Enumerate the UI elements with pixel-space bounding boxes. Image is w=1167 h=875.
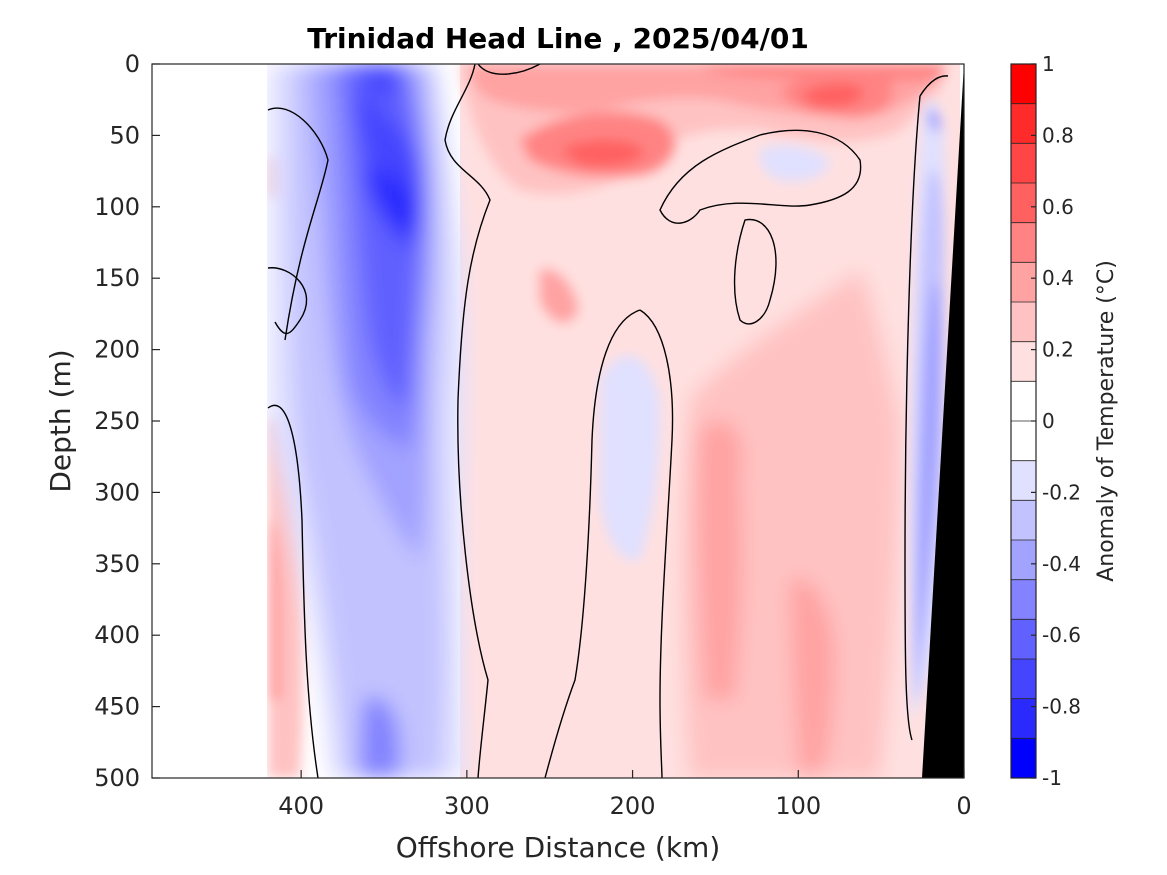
x-tick-label: 100: [775, 792, 821, 820]
colorbar-swatch: [1011, 381, 1036, 422]
colorbar-swatch: [1011, 738, 1036, 779]
colorbar-tick-label: -0.6: [1042, 623, 1081, 647]
cool-narrow-band: [600, 144, 830, 561]
anomaly-field: [152, 64, 964, 778]
colorbar-tick-label: -1: [1042, 766, 1062, 790]
y-tick-label: 350: [94, 550, 140, 578]
chart-title: Trinidad Head Line , 2025/04/01: [307, 22, 809, 55]
y-tick-label: 150: [94, 264, 140, 292]
colorbar-tick-label: 0.8: [1042, 123, 1074, 147]
y-tick-label: 100: [94, 193, 140, 221]
colorbar-swatch: [1011, 500, 1036, 541]
colorbar-swatch: [1011, 64, 1036, 105]
land-mask: [922, 64, 964, 778]
colorbar: 1 0.8 0.6 0.4 0.2 0 -0.2 -0.4 -0.6 -0.8 -1: [1010, 52, 1081, 790]
zero-contours: [267, 64, 949, 778]
colorbar-swatch: [1011, 143, 1036, 184]
colorbar-swatch: [1011, 460, 1036, 501]
colorbar-swatch: [1011, 619, 1036, 660]
colorbar-swatch: [1011, 222, 1036, 263]
y-tick-label: 200: [94, 336, 140, 364]
colorbar-tick-label: 0.4: [1042, 266, 1074, 290]
y-tick-label: 450: [94, 693, 140, 721]
colorbar-tick-label: -0.8: [1042, 695, 1081, 719]
colorbar-swatch: [1011, 302, 1036, 343]
cold-core: [268, 64, 466, 778]
y-tick-label: 400: [94, 621, 140, 649]
colorbar-swatch: [1011, 659, 1036, 700]
x-axis-label: Offshore Distance (km): [396, 831, 721, 864]
colorbar-swatch: [1011, 262, 1036, 303]
y-axis-ticks: 0 50 100 150 200 250 300 350 400 450 500: [94, 50, 160, 792]
y-tick-label: 250: [94, 407, 140, 435]
no-data-region: [152, 64, 267, 778]
colorbar-swatch: [1011, 698, 1036, 739]
y-tick-label: 500: [94, 764, 140, 792]
colorbar-tick-label: 0.2: [1042, 338, 1074, 362]
x-tick-label: 300: [444, 792, 490, 820]
colorbar-swatch: [1011, 579, 1036, 620]
x-axis-ticks: 400 300 200 100 0: [278, 770, 972, 820]
colorbar-swatch: [1011, 421, 1036, 462]
warm-surface: [460, 64, 946, 323]
x-tick-label: 400: [278, 792, 324, 820]
colorbar-swatch: [1011, 540, 1036, 581]
y-axis-label: Depth (m): [44, 349, 77, 492]
x-tick-label: 200: [610, 792, 656, 820]
colorbar-tick-label: 1: [1042, 52, 1055, 76]
colorbar-swatch: [1011, 341, 1036, 382]
colorbar-tick-label: -0.2: [1042, 480, 1081, 504]
y-tick-label: 0: [125, 50, 140, 78]
colorbar-tick-label: 0: [1042, 409, 1055, 433]
colorbar-swatch: [1011, 183, 1036, 224]
x-tick-label: 0: [956, 792, 971, 820]
colorbar-tick-label: -0.4: [1042, 552, 1081, 576]
y-tick-label: 50: [109, 121, 140, 149]
y-tick-label: 300: [94, 478, 140, 506]
colorbar-swatch: [1011, 103, 1036, 144]
warm-deep-band: [682, 270, 900, 778]
colorbar-label: Anomaly of Temperature (°C): [1094, 260, 1119, 582]
colorbar-tick-label: 0.6: [1042, 195, 1074, 219]
